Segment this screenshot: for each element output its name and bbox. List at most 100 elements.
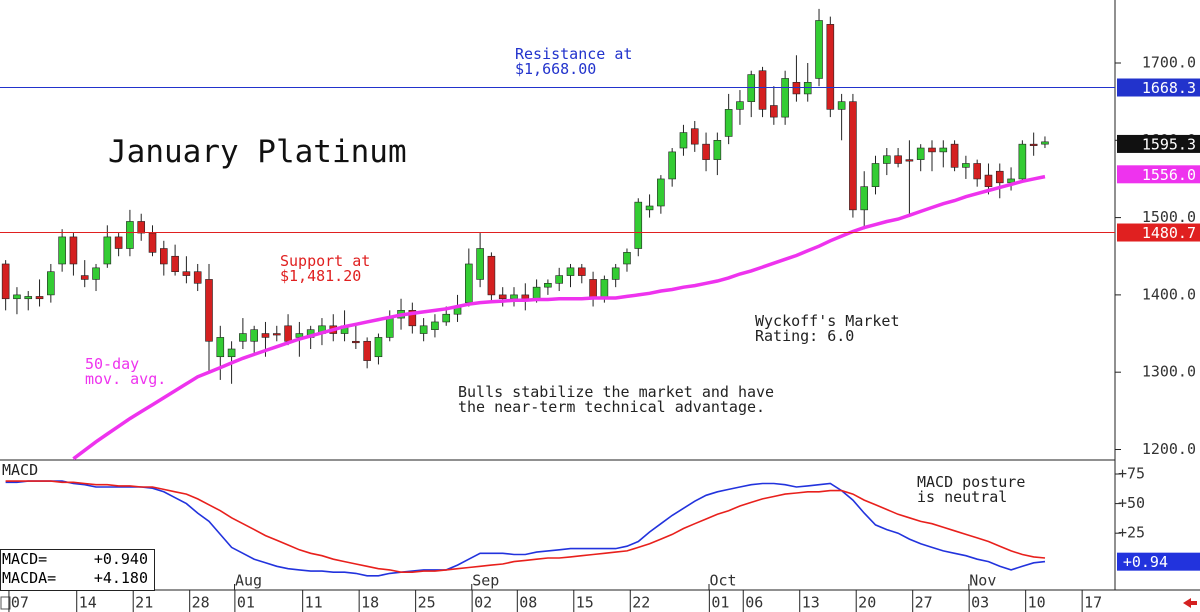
candle-body — [114, 236, 123, 249]
candle-body — [995, 170, 1004, 184]
support-note: Support at $1,481.20 — [280, 252, 371, 285]
candle-body — [69, 236, 78, 265]
series-line — [5, 480, 1046, 573]
rating-note: Wyckoff's Market Rating: 6.0 — [755, 312, 900, 345]
candle-body — [182, 271, 191, 276]
candle-body — [148, 232, 157, 253]
candle-body — [250, 329, 258, 342]
x-tick-label: 13 — [802, 594, 820, 612]
candle-body — [532, 286, 541, 300]
candle-body — [352, 340, 360, 344]
candle-body — [126, 221, 134, 249]
x-tick-label: 20 — [858, 594, 876, 612]
candle-body — [657, 178, 665, 207]
x-tick-label: 07 — [11, 594, 29, 612]
candle-body — [623, 252, 631, 265]
candle-body — [272, 333, 281, 336]
candle-body — [724, 109, 733, 137]
candle-body — [510, 294, 518, 300]
x-tick-label: 06 — [745, 594, 763, 612]
candle-body — [577, 267, 586, 276]
candle-body — [487, 255, 496, 296]
candle-body — [950, 143, 959, 168]
candle-body — [860, 186, 869, 211]
candle-body — [408, 310, 417, 327]
candle-body — [216, 337, 225, 358]
y-tick-label: +50 — [1118, 494, 1145, 512]
candle-body — [984, 174, 993, 187]
candle-body — [103, 236, 112, 265]
candle-body — [239, 333, 247, 342]
macd-tag-label: +0.94 — [1123, 553, 1168, 571]
candle-body — [35, 296, 44, 300]
price-tag-label: 1595.3 — [1142, 135, 1196, 153]
candle-body — [634, 201, 643, 249]
resistance-note: Resistance at $1,668.00 — [515, 45, 633, 78]
candle-body — [905, 159, 914, 162]
readout-name: MACDA= — [2, 569, 57, 587]
candle-body — [205, 279, 213, 342]
x-tick-label: 02 — [474, 594, 492, 612]
candle-body — [171, 255, 179, 273]
price-tag — [1117, 165, 1200, 184]
candle-body — [261, 333, 270, 338]
candle-body — [849, 101, 857, 211]
x-tick-label: 01 — [711, 594, 729, 612]
macd-note: MACD posture is neutral — [917, 473, 1026, 506]
candle-body — [679, 132, 688, 149]
month-label: Nov — [969, 572, 996, 590]
candle-body — [962, 163, 970, 168]
candle-body — [80, 275, 89, 280]
candle-body — [815, 20, 823, 79]
candle-body — [611, 267, 620, 280]
candle-body — [758, 70, 767, 110]
candle-body — [736, 101, 744, 110]
x-tick-label: 15 — [576, 594, 594, 612]
candle-body — [837, 101, 846, 110]
readout-box: MACD= +0.940 MACDA= +4.180 — [0, 549, 155, 591]
price-plot — [1, 8, 1049, 460]
y-tick-label: 1400.0 — [1142, 285, 1196, 303]
candle-body — [781, 78, 789, 118]
candle-body — [385, 317, 394, 338]
x-tick-label: 25 — [418, 594, 436, 612]
candle-body — [792, 82, 801, 95]
candle-body — [363, 340, 371, 361]
x-tick-label: 27 — [915, 594, 933, 612]
chart-title: January Platinum — [108, 134, 407, 170]
scroll-box[interactable] — [0, 596, 11, 610]
candle-body — [92, 267, 100, 280]
x-tick-label: 22 — [632, 594, 650, 612]
candle-body — [770, 105, 778, 118]
x-tick-label: 18 — [361, 594, 379, 612]
candle-body — [137, 221, 146, 234]
macd-plot — [5, 480, 1046, 577]
y-tick-label: +25 — [1118, 524, 1145, 542]
candle-body — [939, 147, 948, 153]
y-tick-label: 1500.0 — [1142, 208, 1196, 226]
candle-body — [24, 296, 33, 300]
candle-body — [973, 163, 981, 180]
price-tag — [1117, 134, 1200, 153]
readout-name: MACD= — [2, 550, 48, 568]
scroll-arrow[interactable] — [1183, 598, 1197, 608]
candle-body — [193, 271, 202, 284]
candle-body — [747, 74, 756, 102]
y-tick-label: 1200.0 — [1142, 440, 1196, 458]
candle-body — [47, 271, 55, 296]
x-tick-label: 14 — [79, 594, 97, 612]
candle-body — [1018, 143, 1027, 180]
level-tag-label: 1480.7 — [1142, 224, 1196, 242]
candle-body — [928, 147, 936, 153]
candle-body — [589, 279, 597, 300]
candle-body — [465, 263, 473, 303]
readout-value: +0.940 — [93, 550, 148, 568]
candle-body — [883, 155, 891, 164]
candle-body — [160, 248, 168, 265]
candle-body — [645, 205, 654, 211]
level-tag — [1117, 78, 1200, 97]
candle-body — [826, 24, 835, 110]
candle-body — [916, 147, 925, 160]
candle-body — [431, 321, 439, 330]
candle-body — [1029, 143, 1038, 146]
